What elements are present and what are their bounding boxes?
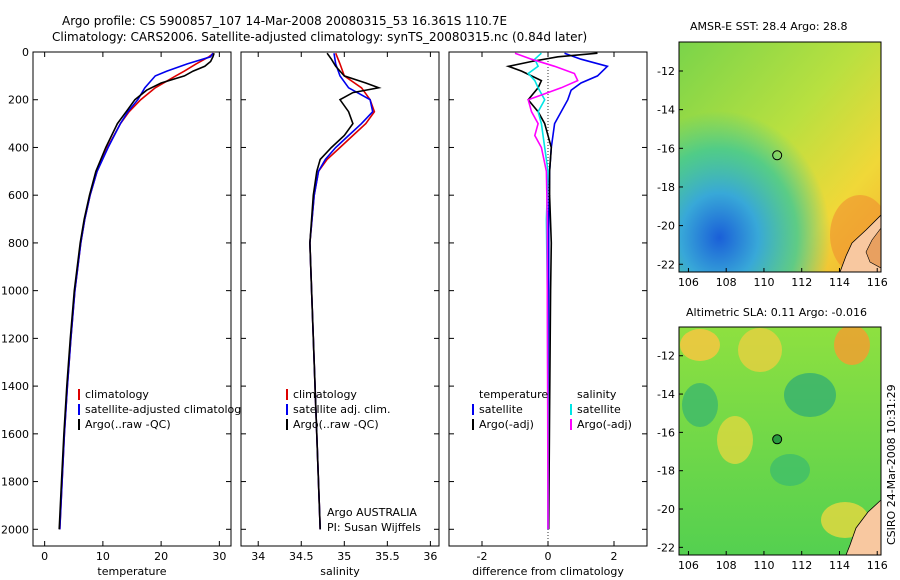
- panel-annotation: PI: Susan Wijffels: [327, 521, 421, 534]
- salinity-panel: 34 34.5 35 35.5 36 salinity climatology satelli…: [240, 51, 440, 578]
- map-y-tick-label: -14: [657, 388, 675, 401]
- map-y-tick-label: -18: [657, 465, 675, 478]
- sst-map-frame: [678, 41, 882, 273]
- sla-land-australia: [845, 499, 881, 555]
- map-x-tick-label: 106: [678, 559, 699, 572]
- series-line-temperature-argo-adj-: [505, 52, 598, 530]
- legend-entry: satellite: [577, 403, 621, 416]
- y-tick-label: 600: [8, 189, 29, 202]
- sst-map-axes: 106 108 110 112 114 116 -12 -14 -16 -18 -20 -22: [657, 65, 888, 289]
- panel-frame: [32, 51, 232, 547]
- map-x-tick-label: 106: [678, 276, 699, 289]
- y-tick-label: 2000: [1, 523, 29, 536]
- x-tick-label: 30: [212, 550, 226, 563]
- map-x-tick-label: 110: [753, 559, 774, 572]
- map-x-tick-label: 116: [867, 559, 888, 572]
- map-x-tick-label: 108: [716, 559, 737, 572]
- map-x-tick-label: 114: [829, 559, 850, 572]
- map-x-tick-label: 108: [716, 276, 737, 289]
- argo-position-marker: [772, 434, 783, 445]
- map-y-tick-label: -12: [657, 65, 675, 78]
- y-tick-label: 1800: [1, 476, 29, 489]
- x-tick-label: 0: [545, 550, 552, 563]
- x-axis-label: difference from climatology: [472, 565, 624, 578]
- sla-low-3: [770, 454, 810, 486]
- sst-land-relief: [865, 227, 881, 269]
- map-y-tick-label: -22: [657, 258, 675, 271]
- x-tick-label: 34: [251, 550, 265, 563]
- map-y-tick-label: -16: [657, 426, 675, 439]
- map-x-tick-label: 110: [753, 276, 774, 289]
- legend-entry: climatology: [85, 388, 149, 401]
- x-tick-label: 35.5: [375, 550, 400, 563]
- y-tick-label: 1600: [1, 428, 29, 441]
- sla-map-frame: [678, 326, 882, 556]
- series-line-salinity-argo-adj-: [514, 52, 579, 530]
- map-x-tick-label: 112: [791, 559, 812, 572]
- y-tick-label: 0: [22, 46, 29, 59]
- map-x-tick-label: 112: [791, 276, 812, 289]
- sla-low-1: [682, 383, 718, 427]
- legend-entry: satellite: [479, 403, 523, 416]
- legend-entry: Argo(..raw -QC): [293, 418, 379, 431]
- header-line-1: Argo profile: CS 5900857_107 14-Mar-2008…: [62, 14, 508, 28]
- argo-position-marker: [772, 150, 783, 161]
- legend-entry: Argo(..raw -QC): [85, 418, 171, 431]
- sla-low-2: [784, 373, 836, 417]
- temperature-panel: 0 10 20 30 0 200 400 600 800 1000 1200 1400 1600 1800…: [1, 46, 248, 578]
- y-tick-label: 400: [8, 141, 29, 154]
- sla-high-1: [680, 329, 720, 361]
- panel-annotation: Argo AUSTRALIA: [327, 506, 417, 519]
- sla-high-2: [738, 328, 782, 372]
- legend-entry: salinity: [577, 388, 617, 401]
- legend-entry: satellite adj. clim.: [293, 403, 390, 416]
- legend-entry: climatology: [293, 388, 357, 401]
- sla-high-4: [717, 416, 753, 464]
- x-tick-label: -2: [477, 550, 488, 563]
- x-axis-label: temperature: [97, 565, 166, 578]
- map-x-tick-label: 116: [867, 276, 888, 289]
- legend-entry: Argo(-adj): [479, 418, 534, 431]
- map-y-tick-label: -14: [657, 104, 675, 117]
- sla-map-axes: 106 108 110 112 114 116 -12 -14 -16 -18 -20 -22: [657, 350, 888, 572]
- map-y-tick-label: -16: [657, 142, 675, 155]
- x-tick-label: 36: [423, 550, 437, 563]
- y-tick-label: 1000: [1, 285, 29, 298]
- y-tick-label: 1400: [1, 380, 29, 393]
- map-y-tick-label: -12: [657, 350, 675, 363]
- series-line-argo-raw-qc-: [58, 52, 215, 530]
- legend-entry: Argo(-adj): [577, 418, 632, 431]
- legend-entry: satellite-adjusted climatology: [85, 403, 248, 416]
- sla-high-3: [834, 327, 870, 365]
- map-y-tick-label: -18: [657, 181, 675, 194]
- map-x-tick-label: 114: [829, 276, 850, 289]
- y-tick-label: 200: [8, 94, 29, 107]
- x-tick-label: 34.5: [289, 550, 314, 563]
- sst-map: [679, 42, 881, 272]
- difference-panel: -2 0 2 difference from climatology temperatu…: [448, 51, 648, 578]
- map-y-tick-label: -22: [657, 541, 675, 554]
- header-line-2: Climatology: CARS2006. Satellite-adjuste…: [52, 30, 588, 44]
- x-tick-label: 20: [154, 550, 168, 563]
- x-tick-label: 0: [41, 550, 48, 563]
- y-tick-label: 1200: [1, 332, 29, 345]
- x-axis-label: salinity: [320, 565, 360, 578]
- sla-map-title: Altimetric SLA: 0.11 Argo: -0.016: [686, 306, 867, 319]
- series-line-argo-raw-qc-: [309, 52, 382, 530]
- map-y-tick-label: -20: [657, 220, 675, 233]
- map-y-tick-label: -20: [657, 503, 675, 516]
- y-tick-label: 800: [8, 237, 29, 250]
- series-line-temperature-satellite: [547, 52, 609, 530]
- x-tick-label: 35: [337, 550, 351, 563]
- x-tick-label: 10: [96, 550, 110, 563]
- legend-entry: temperature: [479, 388, 548, 401]
- panel-frame: [240, 51, 440, 547]
- x-tick-label: 2: [611, 550, 618, 563]
- sst-map-title: AMSR-E SST: 28.4 Argo: 28.8: [690, 20, 848, 33]
